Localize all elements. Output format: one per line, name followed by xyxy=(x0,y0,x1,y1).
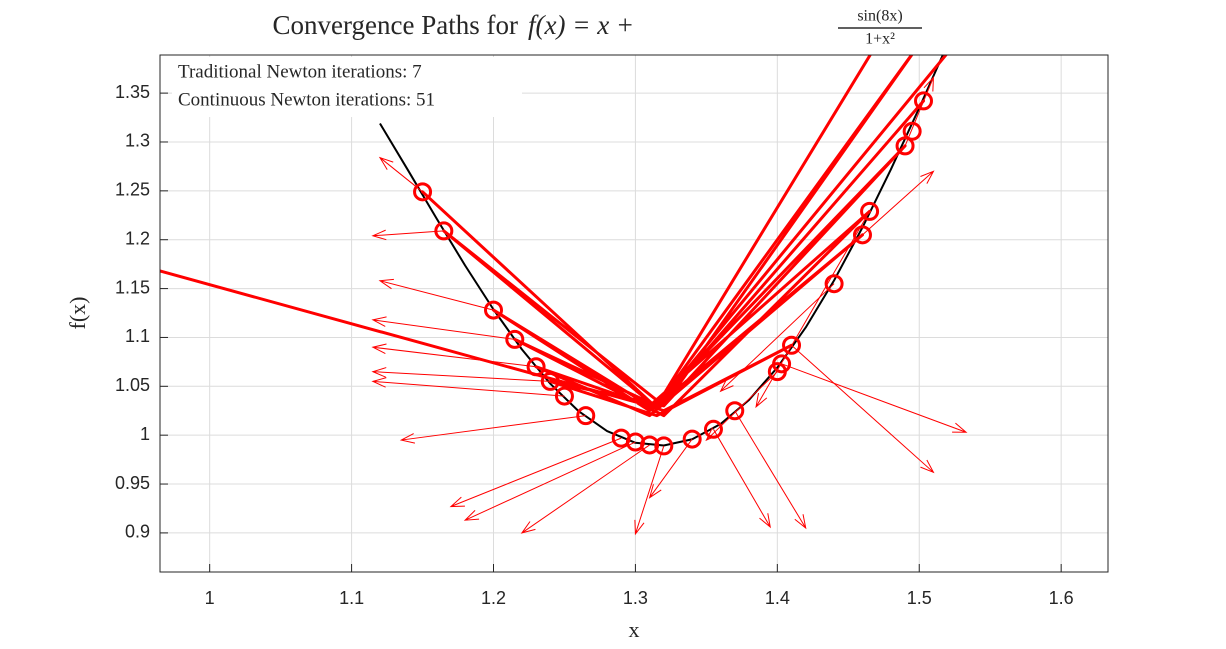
x-tick-label: 1.4 xyxy=(765,588,790,608)
grid xyxy=(160,55,1108,572)
x-axis-label: x xyxy=(629,617,640,642)
iterate-marker xyxy=(725,401,745,421)
gradient-arrow xyxy=(648,438,693,499)
iteration-path xyxy=(160,55,948,418)
gradient-arrow xyxy=(449,437,622,508)
chart-title-math: f(x) = x + xyxy=(528,10,634,40)
y-tick-label: 1.05 xyxy=(115,375,150,395)
title-denominator: 1+x² xyxy=(865,31,895,48)
iterate-marker xyxy=(895,136,915,156)
iterate-marker xyxy=(554,386,574,406)
gradient-arrow xyxy=(520,444,650,534)
iterate-marker xyxy=(703,419,723,439)
iterate-marker xyxy=(824,274,844,294)
iterate-marker xyxy=(914,91,934,111)
y-tick-label: 1.1 xyxy=(125,326,150,346)
iterate-marker xyxy=(682,429,702,449)
gradient-arrow xyxy=(371,377,565,397)
function-curve xyxy=(379,55,944,447)
chart-title: Convergence Paths for xyxy=(273,10,518,40)
y-tick-label: 1 xyxy=(140,424,150,444)
iterate-marker xyxy=(413,182,433,202)
annotation: Traditional Newton iterations: 7 xyxy=(178,61,422,82)
y-tick-label: 1.3 xyxy=(125,131,150,151)
y-tick-label: 1.2 xyxy=(125,228,150,248)
annotation-box xyxy=(172,57,522,117)
gradient-arrow xyxy=(734,410,807,530)
x-tick-label: 1.2 xyxy=(481,588,506,608)
y-axis-label: f(x) xyxy=(65,297,90,330)
x-tick-label: 1.3 xyxy=(623,588,648,608)
iterate-marker xyxy=(526,357,546,377)
iterate-marker xyxy=(902,121,922,141)
iterate-marker xyxy=(484,300,504,320)
title-numerator: sin(8x) xyxy=(857,8,902,25)
gradient-arrow xyxy=(371,229,444,241)
iterate-marker xyxy=(654,436,674,456)
gradient-arrow xyxy=(399,415,586,444)
iterate-marker xyxy=(505,329,525,349)
iterate-marker xyxy=(434,221,454,241)
gradient-arrow xyxy=(904,76,935,147)
annotation: Continuous Newton iterations: 51 xyxy=(178,89,435,110)
gradient-arrow xyxy=(463,441,636,521)
y-tick-label: 0.95 xyxy=(115,473,150,493)
gradient-arrow xyxy=(371,367,551,382)
data-layer xyxy=(160,55,968,536)
y-tick-label: 1.35 xyxy=(115,82,150,102)
labels: 1 1.1 1.2 1.3 1.4 1.5 1.6 0.9 0.95 1 1.05 1.1 1.15 1.… xyxy=(115,82,1074,608)
x-tick-label: 1.5 xyxy=(907,588,932,608)
plot-area xyxy=(160,55,1108,572)
iterate-marker xyxy=(782,335,802,355)
iterate-marker xyxy=(852,225,872,245)
iterate-marker xyxy=(640,435,660,455)
gradient-arrow xyxy=(713,429,771,529)
gradient-arrow xyxy=(791,344,935,474)
iterate-marker xyxy=(772,354,792,374)
gradient-arrow xyxy=(371,316,515,340)
y-tick-label: 1.25 xyxy=(115,180,150,200)
iterate-marker xyxy=(576,406,596,426)
y-tick-label: 1.15 xyxy=(115,277,150,297)
gradient-arrow xyxy=(378,278,494,311)
x-tick-label: 1.6 xyxy=(1049,588,1074,608)
y-tick-label: 0.9 xyxy=(125,522,150,542)
gradient-arrow xyxy=(862,170,935,236)
gradient-arrow xyxy=(634,445,665,536)
gradient-arrow xyxy=(371,343,537,368)
gradient-arrow xyxy=(781,363,968,433)
iterate-marker xyxy=(540,371,560,391)
iterate-marker xyxy=(860,201,880,221)
axes-box xyxy=(159,54,1109,573)
x-tick-label: 1 xyxy=(205,588,215,608)
x-tick-label: 1.1 xyxy=(339,588,364,608)
